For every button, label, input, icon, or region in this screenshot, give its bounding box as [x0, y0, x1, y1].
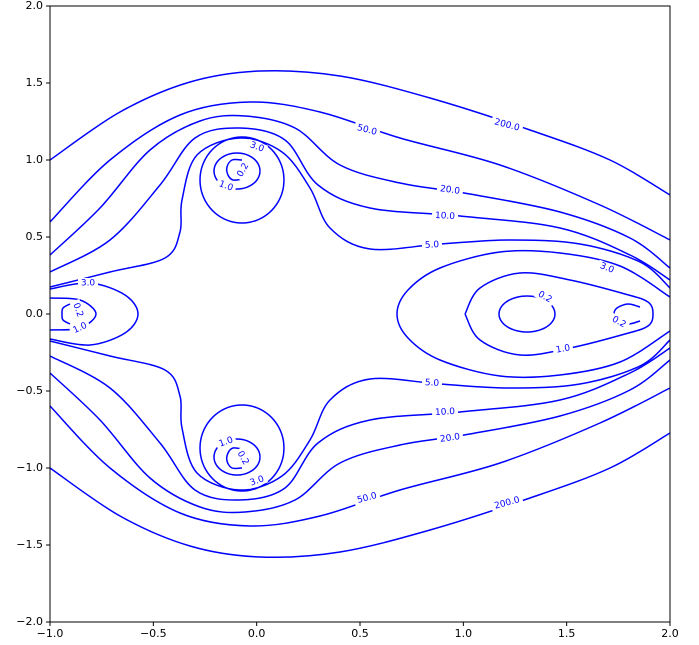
label-gap: [533, 287, 557, 307]
contour-label: 10.0: [435, 407, 456, 418]
contour-line: [213, 152, 261, 190]
contour-line: [49, 359, 671, 514]
contour-line: [49, 69, 671, 196]
contour-label-group: 10.0: [431, 406, 459, 418]
contour-label-group: 0.2: [69, 298, 87, 322]
y-tick-label: −2.0: [16, 615, 43, 628]
label-gap: [353, 489, 381, 507]
label-gap: [431, 210, 459, 222]
contour-label: 0.2: [70, 302, 84, 319]
contour-line: [49, 339, 671, 491]
label-gap: [68, 319, 92, 337]
contour-line: [225, 158, 243, 181]
label-gap: [436, 183, 464, 197]
x-tick-label: −0.5: [140, 627, 167, 640]
contour-label: 10.0: [435, 211, 456, 222]
label-gap: [353, 121, 381, 139]
label-gap: [233, 446, 253, 470]
y-tick-label: 2.0: [26, 0, 44, 12]
label-gap: [490, 494, 524, 512]
contour-label: 3.0: [249, 474, 266, 488]
label-gap: [490, 116, 524, 134]
contour-label: 1.0: [218, 435, 235, 449]
label-gap: [607, 312, 631, 332]
label-gap: [421, 377, 443, 389]
contour-label-group: 1.0: [214, 433, 238, 451]
x-tick-label: 2.0: [661, 627, 679, 640]
contour-line: [199, 136, 285, 224]
contour-line: [49, 432, 671, 559]
contour-line: [199, 404, 285, 492]
contour-line: [213, 438, 261, 476]
y-tick-label: −1.0: [16, 461, 43, 474]
contour-label: 20.0: [439, 432, 461, 445]
contour-line: [49, 127, 671, 281]
contour-line: [49, 347, 671, 501]
contour-line: [396, 249, 671, 379]
contour-label: 1.0: [555, 343, 571, 355]
y-tick-label: −0.5: [16, 384, 43, 397]
label-gap: [595, 259, 619, 277]
y-tick-label: 1.5: [26, 76, 44, 89]
contour-line: [49, 387, 671, 527]
contour-label-group: 5.0: [421, 239, 443, 251]
y-tick-label: 0.0: [26, 307, 44, 320]
label-gap: [436, 431, 464, 445]
contour-label-group: 10.0: [431, 210, 459, 222]
contour-line: [61, 303, 71, 325]
y-tick-label: −1.5: [16, 538, 43, 551]
x-tick-label: 0.5: [351, 627, 369, 640]
contour-line: [49, 101, 671, 241]
contour-label-group: 20.0: [436, 183, 464, 197]
label-gap: [214, 433, 238, 451]
contour-label: 3.0: [248, 140, 265, 154]
contour-label: 3.0: [81, 279, 96, 289]
label-gap: [552, 342, 574, 356]
x-tick-label: 1.0: [455, 627, 473, 640]
y-tick-label: 0.5: [26, 230, 44, 243]
contour-line: [464, 272, 654, 356]
contour-label-group: 3.0: [245, 138, 269, 156]
contour-label: 20.0: [439, 184, 461, 197]
contour-label-group: 1.0: [214, 177, 238, 195]
label-gap: [421, 239, 443, 251]
label-gap: [245, 138, 269, 156]
contour-label-group: 20.0: [436, 431, 464, 445]
label-gap: [69, 298, 87, 322]
contour-label: 1.0: [217, 179, 234, 193]
contour-label-group: 3.0: [245, 472, 269, 490]
label-gap: [214, 177, 238, 195]
label-gap: [233, 158, 253, 182]
x-tick-label: 0.0: [248, 627, 266, 640]
label-gap: [245, 472, 269, 490]
contour-line: [225, 447, 243, 470]
label-gap: [78, 278, 98, 288]
label-gap: [431, 406, 459, 418]
contour-label-group: 1.0: [552, 342, 574, 356]
contour-label-group: 5.0: [421, 377, 443, 389]
x-tick-label: 1.5: [558, 627, 576, 640]
contour-line: [49, 137, 671, 289]
y-tick-label: 1.0: [26, 153, 44, 166]
contour-line: [49, 114, 671, 269]
contour-label: 5.0: [425, 378, 440, 389]
contour-label-group: 3.0: [78, 278, 98, 289]
x-tick-label: −1.0: [37, 627, 64, 640]
contour-label: 5.0: [425, 240, 440, 251]
